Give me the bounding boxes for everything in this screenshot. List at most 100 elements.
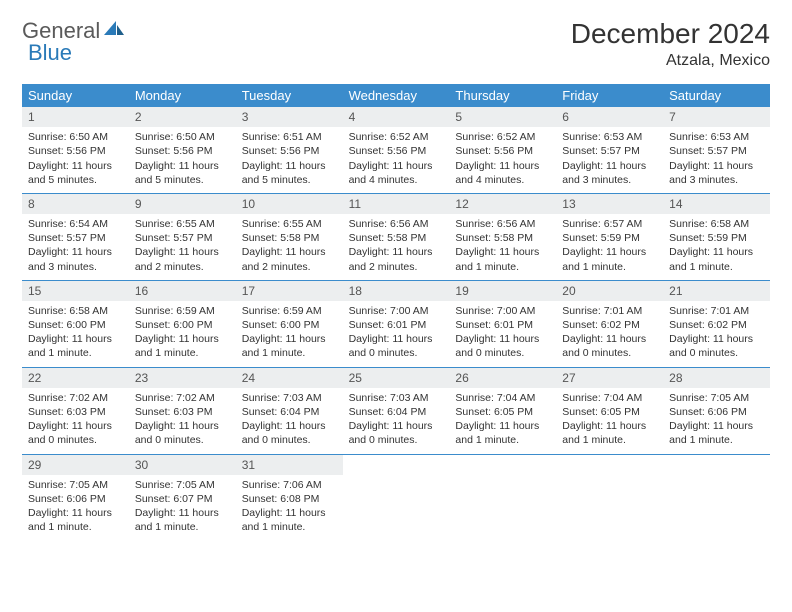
- daylight-text: Daylight: 11 hours and 2 minutes.: [242, 245, 337, 273]
- day-number: 15: [22, 281, 129, 301]
- daylight-text: Daylight: 11 hours and 4 minutes.: [349, 159, 444, 187]
- daylight-text: Daylight: 11 hours and 3 minutes.: [669, 159, 764, 187]
- sunset-text: Sunset: 5:57 PM: [135, 231, 230, 245]
- sunset-text: Sunset: 5:56 PM: [455, 144, 550, 158]
- daylight-text: Daylight: 11 hours and 0 minutes.: [455, 332, 550, 360]
- daylight-text: Daylight: 11 hours and 1 minute.: [28, 506, 123, 534]
- day-cell: 31Sunrise: 7:06 AMSunset: 6:08 PMDayligh…: [236, 455, 343, 541]
- sunrise-text: Sunrise: 6:56 AM: [455, 217, 550, 231]
- sunrise-text: Sunrise: 7:02 AM: [28, 391, 123, 405]
- day-body: Sunrise: 6:55 AMSunset: 5:58 PMDaylight:…: [236, 214, 343, 280]
- title-block: December 2024 Atzala, Mexico: [571, 18, 770, 70]
- day-header-row: Sunday Monday Tuesday Wednesday Thursday…: [22, 84, 770, 107]
- day-number: 20: [556, 281, 663, 301]
- day-cell: 19Sunrise: 7:00 AMSunset: 6:01 PMDayligh…: [449, 281, 556, 367]
- day-cell: 24Sunrise: 7:03 AMSunset: 6:04 PMDayligh…: [236, 368, 343, 454]
- day-number: 7: [663, 107, 770, 127]
- daylight-text: Daylight: 11 hours and 1 minute.: [455, 419, 550, 447]
- daylight-text: Daylight: 11 hours and 0 minutes.: [135, 419, 230, 447]
- sunset-text: Sunset: 5:58 PM: [242, 231, 337, 245]
- sunrise-text: Sunrise: 6:50 AM: [28, 130, 123, 144]
- sunrise-text: Sunrise: 6:56 AM: [349, 217, 444, 231]
- day-cell: 15Sunrise: 6:58 AMSunset: 6:00 PMDayligh…: [22, 281, 129, 367]
- day-number: 18: [343, 281, 450, 301]
- sunrise-text: Sunrise: 6:55 AM: [135, 217, 230, 231]
- daylight-text: Daylight: 11 hours and 1 minute.: [669, 245, 764, 273]
- sunset-text: Sunset: 5:57 PM: [669, 144, 764, 158]
- day-number: 2: [129, 107, 236, 127]
- daylight-text: Daylight: 11 hours and 4 minutes.: [455, 159, 550, 187]
- sunset-text: Sunset: 6:04 PM: [349, 405, 444, 419]
- day-header-tue: Tuesday: [236, 84, 343, 107]
- day-number: 29: [22, 455, 129, 475]
- sunrise-text: Sunrise: 6:50 AM: [135, 130, 230, 144]
- day-body: Sunrise: 6:58 AMSunset: 5:59 PMDaylight:…: [663, 214, 770, 280]
- day-cell: 20Sunrise: 7:01 AMSunset: 6:02 PMDayligh…: [556, 281, 663, 367]
- logo-sail-icon: [104, 21, 124, 42]
- day-number: 17: [236, 281, 343, 301]
- day-cell: 14Sunrise: 6:58 AMSunset: 5:59 PMDayligh…: [663, 194, 770, 280]
- day-number: 14: [663, 194, 770, 214]
- day-cell: 6Sunrise: 6:53 AMSunset: 5:57 PMDaylight…: [556, 107, 663, 193]
- day-body: Sunrise: 7:01 AMSunset: 6:02 PMDaylight:…: [556, 301, 663, 367]
- day-body: Sunrise: 6:50 AMSunset: 5:56 PMDaylight:…: [129, 127, 236, 193]
- day-body: Sunrise: 6:52 AMSunset: 5:56 PMDaylight:…: [449, 127, 556, 193]
- day-body: Sunrise: 6:55 AMSunset: 5:57 PMDaylight:…: [129, 214, 236, 280]
- sunset-text: Sunset: 6:01 PM: [455, 318, 550, 332]
- sunset-text: Sunset: 6:04 PM: [242, 405, 337, 419]
- day-cell: 2Sunrise: 6:50 AMSunset: 5:56 PMDaylight…: [129, 107, 236, 193]
- daylight-text: Daylight: 11 hours and 2 minutes.: [349, 245, 444, 273]
- day-body: Sunrise: 6:56 AMSunset: 5:58 PMDaylight:…: [343, 214, 450, 280]
- sunrise-text: Sunrise: 6:52 AM: [455, 130, 550, 144]
- day-body: Sunrise: 7:00 AMSunset: 6:01 PMDaylight:…: [449, 301, 556, 367]
- header: General December 2024 Atzala, Mexico: [22, 18, 770, 70]
- daylight-text: Daylight: 11 hours and 1 minute.: [669, 419, 764, 447]
- day-cell: [343, 455, 450, 541]
- sunset-text: Sunset: 6:03 PM: [135, 405, 230, 419]
- sunset-text: Sunset: 5:59 PM: [669, 231, 764, 245]
- sunset-text: Sunset: 6:06 PM: [669, 405, 764, 419]
- day-cell: [556, 455, 663, 541]
- daylight-text: Daylight: 11 hours and 3 minutes.: [562, 159, 657, 187]
- day-cell: 10Sunrise: 6:55 AMSunset: 5:58 PMDayligh…: [236, 194, 343, 280]
- day-number: 19: [449, 281, 556, 301]
- day-header-fri: Friday: [556, 84, 663, 107]
- day-body: Sunrise: 7:03 AMSunset: 6:04 PMDaylight:…: [236, 388, 343, 454]
- day-cell: 27Sunrise: 7:04 AMSunset: 6:05 PMDayligh…: [556, 368, 663, 454]
- sunrise-text: Sunrise: 7:01 AM: [669, 304, 764, 318]
- day-number: 11: [343, 194, 450, 214]
- daylight-text: Daylight: 11 hours and 5 minutes.: [28, 159, 123, 187]
- daylight-text: Daylight: 11 hours and 0 minutes.: [349, 419, 444, 447]
- day-header-sun: Sunday: [22, 84, 129, 107]
- day-body: Sunrise: 7:06 AMSunset: 6:08 PMDaylight:…: [236, 475, 343, 541]
- sunrise-text: Sunrise: 6:58 AM: [28, 304, 123, 318]
- sunset-text: Sunset: 5:57 PM: [28, 231, 123, 245]
- day-body: Sunrise: 7:02 AMSunset: 6:03 PMDaylight:…: [22, 388, 129, 454]
- sunset-text: Sunset: 6:05 PM: [455, 405, 550, 419]
- day-body: Sunrise: 7:03 AMSunset: 6:04 PMDaylight:…: [343, 388, 450, 454]
- sunset-text: Sunset: 6:02 PM: [562, 318, 657, 332]
- daylight-text: Daylight: 11 hours and 5 minutes.: [135, 159, 230, 187]
- day-number: 21: [663, 281, 770, 301]
- day-cell: 9Sunrise: 6:55 AMSunset: 5:57 PMDaylight…: [129, 194, 236, 280]
- day-cell: 3Sunrise: 6:51 AMSunset: 5:56 PMDaylight…: [236, 107, 343, 193]
- day-number: 16: [129, 281, 236, 301]
- day-number: 27: [556, 368, 663, 388]
- day-body: Sunrise: 7:00 AMSunset: 6:01 PMDaylight:…: [343, 301, 450, 367]
- day-cell: 18Sunrise: 7:00 AMSunset: 6:01 PMDayligh…: [343, 281, 450, 367]
- daylight-text: Daylight: 11 hours and 1 minute.: [28, 332, 123, 360]
- day-cell: 13Sunrise: 6:57 AMSunset: 5:59 PMDayligh…: [556, 194, 663, 280]
- day-number: 22: [22, 368, 129, 388]
- daylight-text: Daylight: 11 hours and 1 minute.: [242, 506, 337, 534]
- sunset-text: Sunset: 5:58 PM: [349, 231, 444, 245]
- sunset-text: Sunset: 6:00 PM: [242, 318, 337, 332]
- day-cell: 7Sunrise: 6:53 AMSunset: 5:57 PMDaylight…: [663, 107, 770, 193]
- daylight-text: Daylight: 11 hours and 1 minute.: [562, 419, 657, 447]
- day-header-thu: Thursday: [449, 84, 556, 107]
- day-number: 5: [449, 107, 556, 127]
- day-body: Sunrise: 6:53 AMSunset: 5:57 PMDaylight:…: [556, 127, 663, 193]
- sunrise-text: Sunrise: 7:05 AM: [28, 478, 123, 492]
- sunrise-text: Sunrise: 7:03 AM: [349, 391, 444, 405]
- daylight-text: Daylight: 11 hours and 0 minutes.: [28, 419, 123, 447]
- day-cell: 23Sunrise: 7:02 AMSunset: 6:03 PMDayligh…: [129, 368, 236, 454]
